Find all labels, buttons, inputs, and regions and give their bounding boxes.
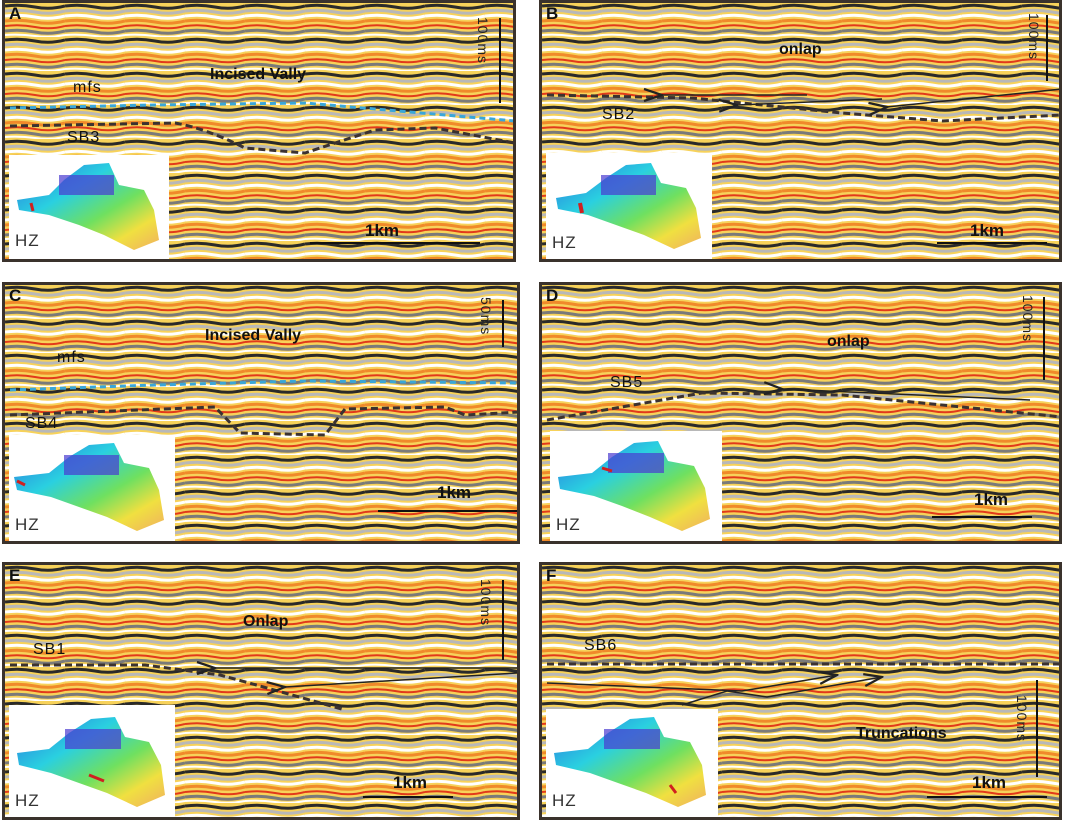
horizontal-scale-label: 1km — [972, 773, 1007, 792]
vertical-scale-label: 100ms — [478, 579, 494, 627]
horizon-map-icon — [17, 163, 159, 250]
sb-label: SB2 — [602, 106, 636, 123]
hz-label: HZ — [15, 791, 40, 810]
truncation-arrow — [681, 677, 882, 706]
vertical-scale-label: 50ms — [478, 297, 494, 336]
vertical-scale-label: 100ms — [1014, 695, 1030, 743]
panel-d: D onlap SB5 100ms 1km HZ — [539, 282, 1062, 544]
panel-title: Incised Vally — [210, 66, 307, 83]
panel-label: E — [9, 566, 21, 585]
horizon-map-inset: HZ — [546, 709, 718, 817]
sb-horizon-line — [9, 121, 513, 155]
sb-horizon-line — [9, 405, 517, 437]
hz-label: HZ — [552, 233, 577, 252]
truncation-arrow — [546, 675, 837, 692]
hz-label: HZ — [15, 231, 40, 250]
horizontal-scale-label: 1km — [393, 773, 428, 792]
sb-label: SB3 — [67, 129, 101, 146]
panel-title: onlap — [779, 41, 822, 58]
onlap-arrow — [782, 389, 1031, 401]
horizon-map-icon — [14, 443, 164, 531]
panel-title: Truncations — [856, 725, 947, 742]
vertical-scale-label: 100ms — [1026, 13, 1042, 61]
onlap-arrow — [737, 98, 883, 105]
onlap-arrow — [887, 88, 1059, 107]
sb-label: SB1 — [33, 641, 67, 658]
interpretation-overlay — [9, 300, 517, 512]
sb-label: SB5 — [610, 374, 644, 391]
panel-c: C Incised Vally mfs SB4 50ms 1km HZ — [2, 282, 520, 544]
sb-label: SB6 — [584, 637, 618, 654]
horizon-map-inset: HZ — [9, 155, 169, 259]
horizon-map-icon — [17, 717, 165, 807]
horizon-map-inset: HZ — [9, 705, 175, 817]
panel-a: A Incised Vally mfs SB3 100ms 1km HZ — [2, 0, 516, 262]
horizon-map-inset: HZ — [9, 435, 175, 541]
sb-horizon-line — [546, 391, 1059, 422]
horizontal-scale-label: 1km — [365, 221, 400, 240]
panel-label: C — [9, 286, 22, 305]
horizontal-scale-label: 1km — [974, 490, 1009, 509]
panel-label: D — [546, 286, 559, 305]
panel-e: E Onlap SB1 100ms 1km HZ — [2, 562, 520, 820]
interpretation-overlay — [9, 18, 513, 244]
panel-label: B — [546, 4, 559, 23]
interpretation-overlay — [546, 662, 1059, 798]
panel-title: onlap — [827, 333, 870, 350]
interpretation-overlay — [10, 580, 517, 798]
mfs-horizon-line — [9, 101, 513, 123]
hz-label: HZ — [15, 515, 40, 534]
panel-label: A — [9, 4, 22, 23]
hz-label: HZ — [556, 515, 581, 534]
horizon-map-icon — [556, 163, 701, 249]
panel-label: F — [546, 566, 557, 585]
panel-title: Onlap — [243, 613, 289, 630]
interpretation-overlay — [546, 297, 1059, 518]
sb-horizon-line — [10, 663, 346, 712]
horizon-map-inset: HZ — [550, 431, 722, 541]
horizon-map-inset: HZ — [546, 153, 712, 259]
mfs-label: mfs — [57, 349, 86, 366]
interpretation-overlay — [546, 15, 1059, 244]
panel-title: Incised Vally — [205, 327, 302, 344]
horizontal-scale-label: 1km — [437, 483, 472, 502]
horizontal-scale-label: 1km — [970, 221, 1005, 240]
onlap-arrow — [285, 672, 517, 687]
horizon-map-icon — [554, 717, 706, 807]
mfs-label: mfs — [73, 79, 102, 96]
horizon-map-icon — [558, 441, 710, 531]
sb-label: SB4 — [25, 415, 59, 432]
vertical-scale-label: 100ms — [1020, 295, 1036, 343]
hz-label: HZ — [552, 791, 577, 810]
panel-f: F Truncations SB6 100ms 1km HZ — [539, 562, 1062, 820]
panel-b: B onlap SB2 100ms 1km HZ — [539, 0, 1062, 262]
mfs-horizon-line — [9, 379, 517, 392]
vertical-scale-label: 100ms — [475, 17, 491, 65]
